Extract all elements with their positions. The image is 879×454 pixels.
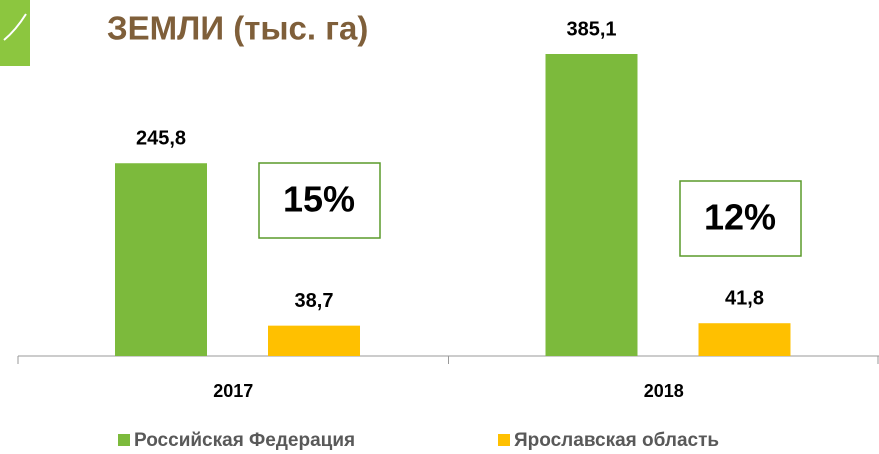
legend-swatch [118,434,130,446]
bar [545,54,638,356]
chart-title: ЗЕМЛИ (тыс. га) [107,10,368,47]
bar [268,325,360,356]
data-label: 385,1 [566,18,616,40]
annotation-box [258,162,381,239]
data-label: 245,8 [136,128,186,150]
legend-swatch [498,434,510,446]
logo-mark [3,13,27,41]
legend-label: Ярославская область [514,430,719,451]
data-label: 41,8 [725,288,764,310]
bar [698,323,791,356]
x-tick-label: 2018 [644,381,684,401]
annotation: 12% [704,197,776,238]
data-label: 38,7 [295,290,334,312]
annotation-box [679,180,802,257]
annotation: 15% [283,179,355,220]
legend-label: Российская Федерация [134,430,355,451]
x-tick-label: 2017 [213,381,253,401]
logo [0,0,30,66]
bar [115,163,207,356]
